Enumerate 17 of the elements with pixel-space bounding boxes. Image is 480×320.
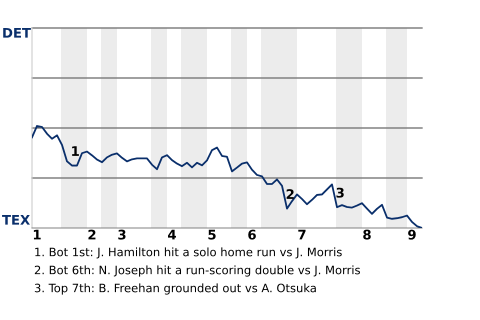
x-tick-label: 8 [363, 230, 371, 240]
text: TEX [2, 215, 30, 225]
annotation: 3 [336, 188, 344, 198]
text: DET [3, 28, 31, 38]
x-tick-label: 3 [118, 230, 126, 240]
annotation: 1 [72, 146, 79, 156]
text: 2. Bot 6th: N. Joseph hit a run-scoring double vs J. Morris [34, 265, 360, 277]
x-tick-label: 2 [88, 230, 96, 240]
x-tick-label: 1 [34, 230, 41, 240]
annotation: 2 [286, 189, 294, 199]
x-tick-label: 4 [168, 230, 176, 240]
text: 1. Bot 1st: J. Hamilton hit a solo home run vs J. Morris [35, 247, 342, 258]
x-tick-label: 6 [248, 230, 256, 240]
x-tick-label: 7 [298, 230, 306, 240]
x-tick-label: 5 [208, 230, 216, 240]
text: 3. Top 7th: B. Freehan grounded out vs A. Otsuka [34, 283, 316, 295]
x-tick-label: 9 [408, 230, 416, 240]
